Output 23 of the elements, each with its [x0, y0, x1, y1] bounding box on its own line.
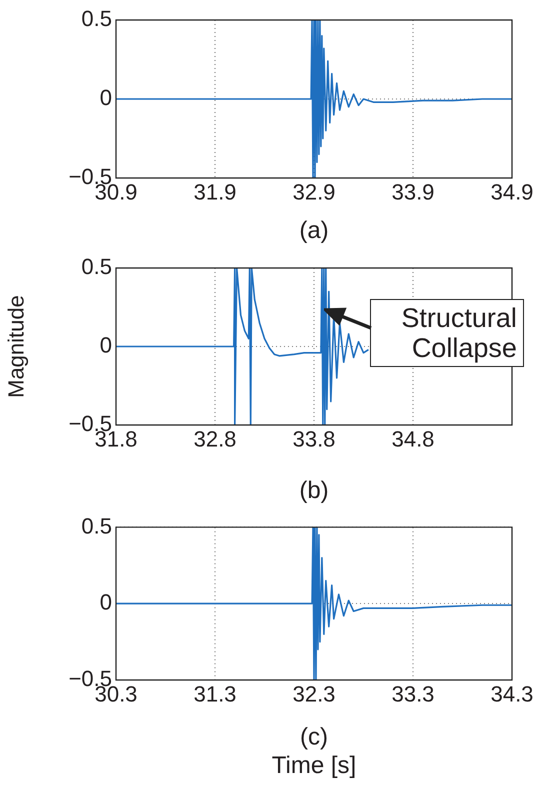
y-tick-label: 0.5 — [81, 6, 112, 32]
x-tick-label: 33.9 — [392, 179, 434, 204]
text: (a) — [299, 217, 329, 244]
x-tick-label: 34.9 — [490, 179, 534, 204]
x-tick-label: 31.3 — [194, 681, 236, 706]
x-tick-label: 33.3 — [392, 681, 434, 706]
y-tick-label: 0 — [100, 332, 112, 358]
y-tick-label: 0 — [100, 85, 112, 110]
x-tick-label: 32.8 — [194, 426, 236, 452]
x-tick-label: 32.9 — [292, 179, 336, 204]
annotation: Structural Collapse — [370, 299, 524, 368]
y-tick-label: 0 — [100, 590, 112, 615]
x-tick-label: 34.8 — [392, 426, 434, 452]
x-tick-label: 34.3 — [490, 681, 534, 706]
y-tick-label: 0.5 — [81, 513, 112, 538]
x-tick-label: 33.8 — [292, 426, 336, 452]
x-axis-title: Time [s] — [272, 752, 356, 780]
y-axis-title: Magnitude — [3, 295, 28, 398]
text: (b) — [299, 477, 329, 504]
text: (c) — [300, 723, 328, 750]
x-tick-label: 32.3 — [292, 681, 336, 706]
x-tick-label: 31.9 — [194, 179, 236, 204]
y-tick-label: 0.5 — [81, 254, 112, 280]
